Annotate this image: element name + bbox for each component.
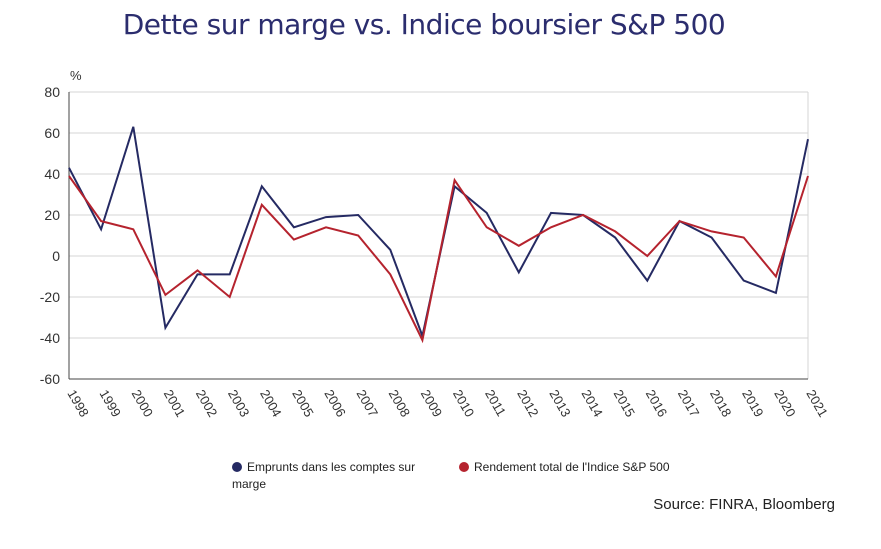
x-tick-label: 2000	[129, 387, 156, 420]
x-tick-label: 2011	[482, 387, 509, 419]
x-tick-label: 2014	[578, 387, 605, 420]
y-tick-label: 20	[44, 207, 60, 223]
x-tick-label: 2017	[675, 387, 702, 420]
x-tick-label: 2008	[386, 387, 413, 420]
series-lines	[68, 126, 809, 344]
x-tick-label: 2019	[739, 387, 766, 420]
x-tick-label: 2018	[707, 387, 734, 420]
x-tick-label: 1999	[97, 387, 124, 420]
y-tick-label: 60	[44, 125, 60, 141]
series-line-1	[68, 126, 809, 340]
series-line-2	[68, 175, 809, 344]
x-tick-label: 2001	[161, 387, 188, 420]
x-tick-label: 2016	[643, 387, 670, 420]
x-tick-label: 2002	[193, 387, 220, 420]
y-tick-label: -60	[40, 371, 60, 387]
x-tick-label: 2010	[450, 387, 477, 420]
chart-title: Dette sur marge vs. Indice boursier S&P …	[122, 8, 726, 41]
x-tick-label: 2005	[289, 387, 316, 420]
x-tick-label: 2012	[514, 387, 541, 420]
x-tick-label: 2013	[546, 387, 573, 420]
x-tick-label: 2015	[611, 387, 638, 420]
legend-marker-series-1	[232, 462, 242, 472]
y-tick-label: 0	[52, 248, 60, 264]
x-tick-label: 2009	[418, 387, 445, 420]
legend-label-series-2: Rendement total de l'Indice S&P 500	[474, 460, 670, 474]
legend-item-series-2: Rendement total de l'Indice S&P 500	[459, 459, 719, 476]
x-tick-label: 2003	[225, 387, 252, 420]
y-tick-label: -40	[40, 330, 60, 346]
y-axis-unit-label: %	[70, 68, 82, 83]
legend-item-series-1: Emprunts dans les comptes sur marge	[232, 459, 432, 493]
legend-marker-series-2	[459, 462, 469, 472]
x-tick-label: 2021	[803, 387, 830, 420]
x-tick-label: 2020	[771, 387, 798, 420]
y-axis-ticks: 80 60 40 20 0 -20 -40 -60	[40, 84, 60, 387]
y-tick-label: -20	[40, 289, 60, 305]
x-tick-label: 2006	[321, 387, 348, 420]
y-tick-label: 40	[44, 166, 60, 182]
y-tick-label: 80	[44, 84, 60, 100]
x-tick-label: 2007	[354, 387, 381, 420]
x-tick-label: 2004	[257, 387, 284, 420]
gridlines	[68, 91, 809, 380]
x-tick-label: 1998	[64, 387, 91, 420]
legend-label-series-1: Emprunts dans les comptes sur marge	[232, 460, 416, 491]
x-axis-ticks: 1998 1999 2000 2001 2002 2003 2004 2005 2006 2007…	[64, 387, 830, 420]
source-note: Source: FINRA, Bloomberg	[653, 496, 835, 513]
